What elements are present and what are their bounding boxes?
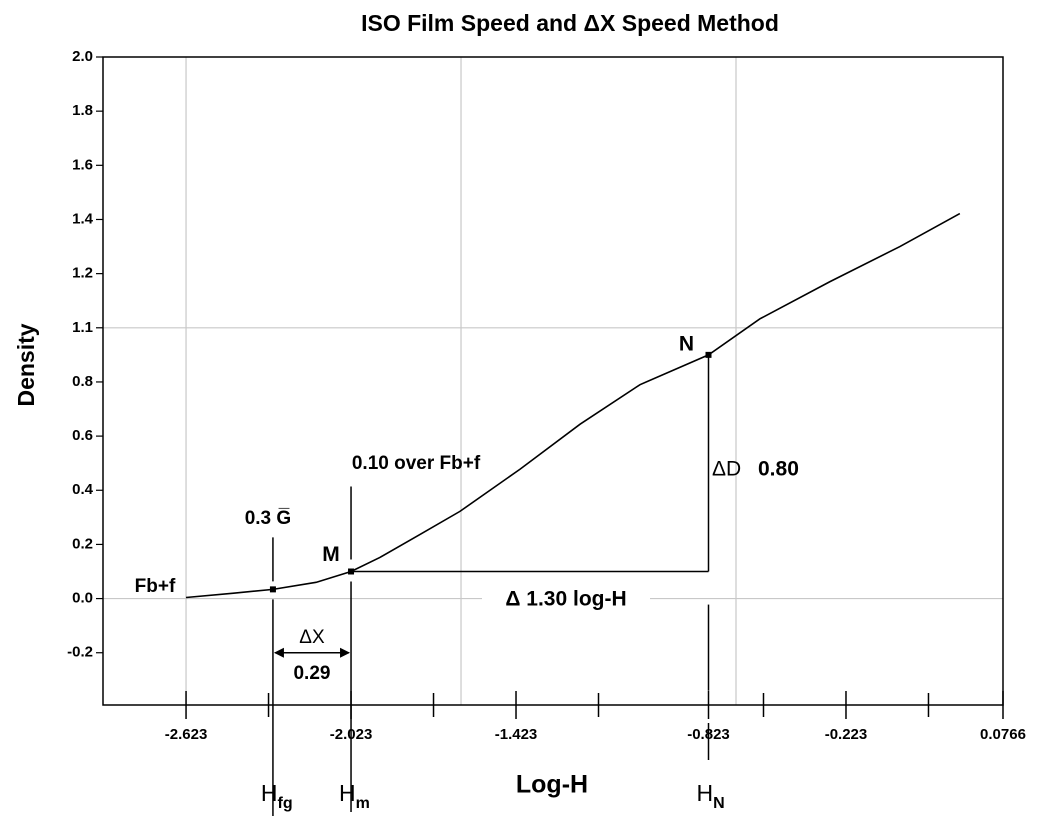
arrow-head [340, 647, 351, 658]
x-tick-label: -2.623 [165, 726, 208, 743]
annotation: ΔX [299, 627, 325, 648]
x-axis-label: Log-H [516, 771, 588, 799]
density-curve [185, 212, 961, 599]
x-tick-label: 0.0766 [980, 726, 1026, 743]
annotation: 0.80 [758, 458, 799, 481]
y-tick-label: -0.2 [67, 644, 93, 661]
arrow-head [273, 647, 284, 658]
annotation: 0.3 G̅ [245, 508, 291, 529]
h-sub: m [356, 795, 370, 812]
plot-frame [102, 56, 1004, 706]
h-base: H [696, 780, 713, 806]
y-tick-label: 2.0 [72, 48, 93, 65]
point-label: N [679, 332, 694, 355]
y-tick-label: 0.4 [72, 481, 94, 498]
point [705, 351, 712, 358]
h-label: Hfg [261, 780, 293, 812]
y-tick-label: 1.2 [72, 265, 93, 282]
y-axis-label: Density [13, 323, 39, 406]
h-label: HN [696, 780, 724, 812]
h-sub: fg [278, 795, 293, 812]
point-label: M [322, 543, 340, 566]
y-tick-label: 0.8 [72, 373, 93, 390]
y-tick-label: 0.0 [72, 590, 93, 607]
annotation: Δ 1.30 log-H [505, 588, 626, 611]
h-base: H [261, 780, 278, 806]
y-tick-label: 0.2 [72, 535, 93, 552]
x-tick-label: -1.423 [495, 726, 538, 743]
annotation: Fb+f [135, 576, 176, 597]
h-label: Hm [339, 780, 370, 812]
h-sub: N [713, 795, 725, 812]
h-base: H [339, 780, 356, 806]
annotation: ΔD [712, 458, 741, 481]
label-background [482, 586, 650, 614]
chart-title: ISO Film Speed and ΔX Speed Method [361, 10, 779, 36]
y-tick-label: 1.8 [72, 102, 93, 119]
annotation: 0.10 over Fb+f [352, 453, 481, 474]
point [348, 568, 355, 575]
y-tick-label: 1.4 [72, 210, 94, 227]
annotation: 0.29 [293, 663, 330, 684]
y-tick-label: 1.1 [72, 319, 93, 336]
x-tick-label: -0.223 [825, 726, 868, 743]
y-tick-label: 1.6 [72, 156, 93, 173]
y-tick-label: 0.6 [72, 427, 93, 444]
point [269, 586, 276, 593]
